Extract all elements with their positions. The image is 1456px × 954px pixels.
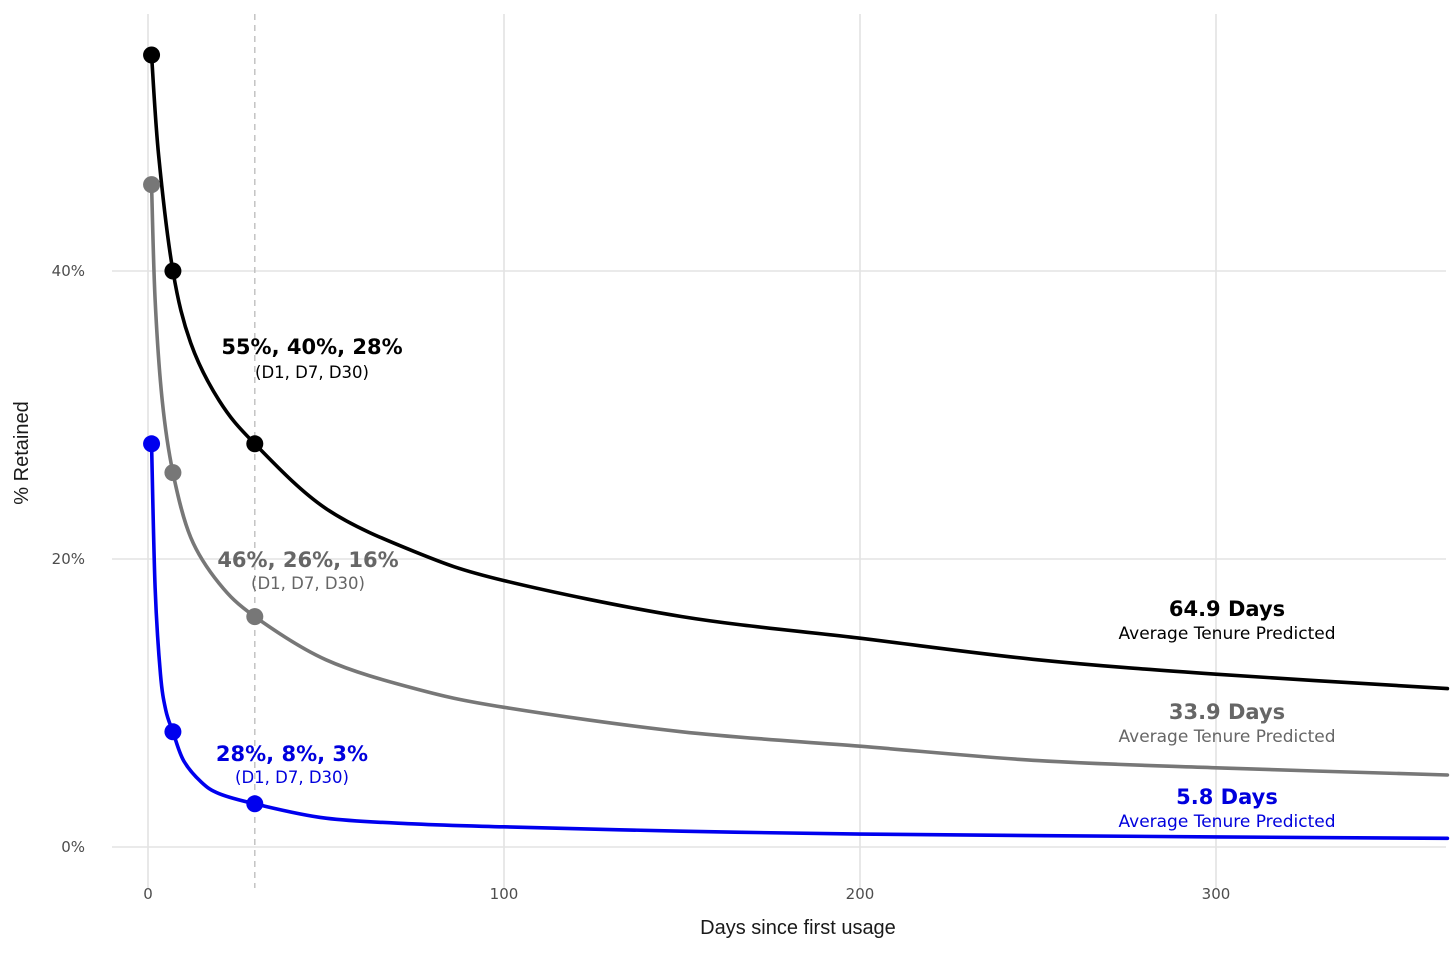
tenure-caption-bottom: Average Tenure Predicted: [1119, 812, 1336, 832]
data-point-top: [164, 262, 182, 280]
series-line-top: [149, 53, 1450, 691]
y-axis-title: % Retained: [11, 401, 33, 504]
tenure-value-top: 64.9 Days: [1169, 597, 1285, 621]
retention-days-middle: (D1, D7, D30): [251, 574, 365, 593]
series-line-middle: [149, 182, 1450, 777]
y-tick-label: 20%: [52, 550, 85, 568]
retention-label-middle: 46%, 26%, 16%: [217, 548, 398, 572]
retention-days-top: (D1, D7, D30): [255, 363, 369, 382]
x-tick-label: 100: [490, 885, 519, 903]
series-lines: [149, 53, 1450, 841]
x-axis-title: Days since first usage: [700, 917, 896, 939]
y-tick-label: 0%: [61, 838, 85, 856]
tenure-caption-middle: Average Tenure Predicted: [1119, 727, 1336, 747]
data-point-middle: [143, 176, 161, 194]
series-line-bottom: [149, 442, 1450, 841]
y-tick-label: 40%: [52, 262, 85, 280]
retention-label-top: 55%, 40%, 28%: [221, 335, 402, 359]
grid: [112, 14, 1446, 888]
tenure-value-bottom: 5.8 Days: [1176, 785, 1278, 809]
data-point-bottom: [246, 795, 264, 813]
data-point-middle: [164, 464, 182, 482]
data-point-top: [246, 435, 264, 453]
x-tick-label: 200: [846, 885, 875, 903]
data-point-top: [143, 46, 161, 64]
axis-ticks: 0 100 200 300 0% 20% 40%: [52, 262, 1231, 903]
retention-label-bottom: 28%, 8%, 3%: [216, 742, 368, 766]
series-points: [143, 46, 264, 813]
tenure-value-middle: 33.9 Days: [1169, 700, 1285, 724]
data-point-bottom: [164, 723, 182, 741]
retention-days-bottom: (D1, D7, D30): [235, 768, 349, 787]
x-tick-label: 300: [1202, 885, 1231, 903]
annotations: 55%, 40%, 28% (D1, D7, D30) 64.9 Days Avera…: [216, 335, 1336, 832]
tenure-caption-top: Average Tenure Predicted: [1119, 624, 1336, 644]
data-point-middle: [246, 608, 264, 626]
x-tick-label: 0: [143, 885, 153, 903]
data-point-bottom: [143, 435, 161, 453]
